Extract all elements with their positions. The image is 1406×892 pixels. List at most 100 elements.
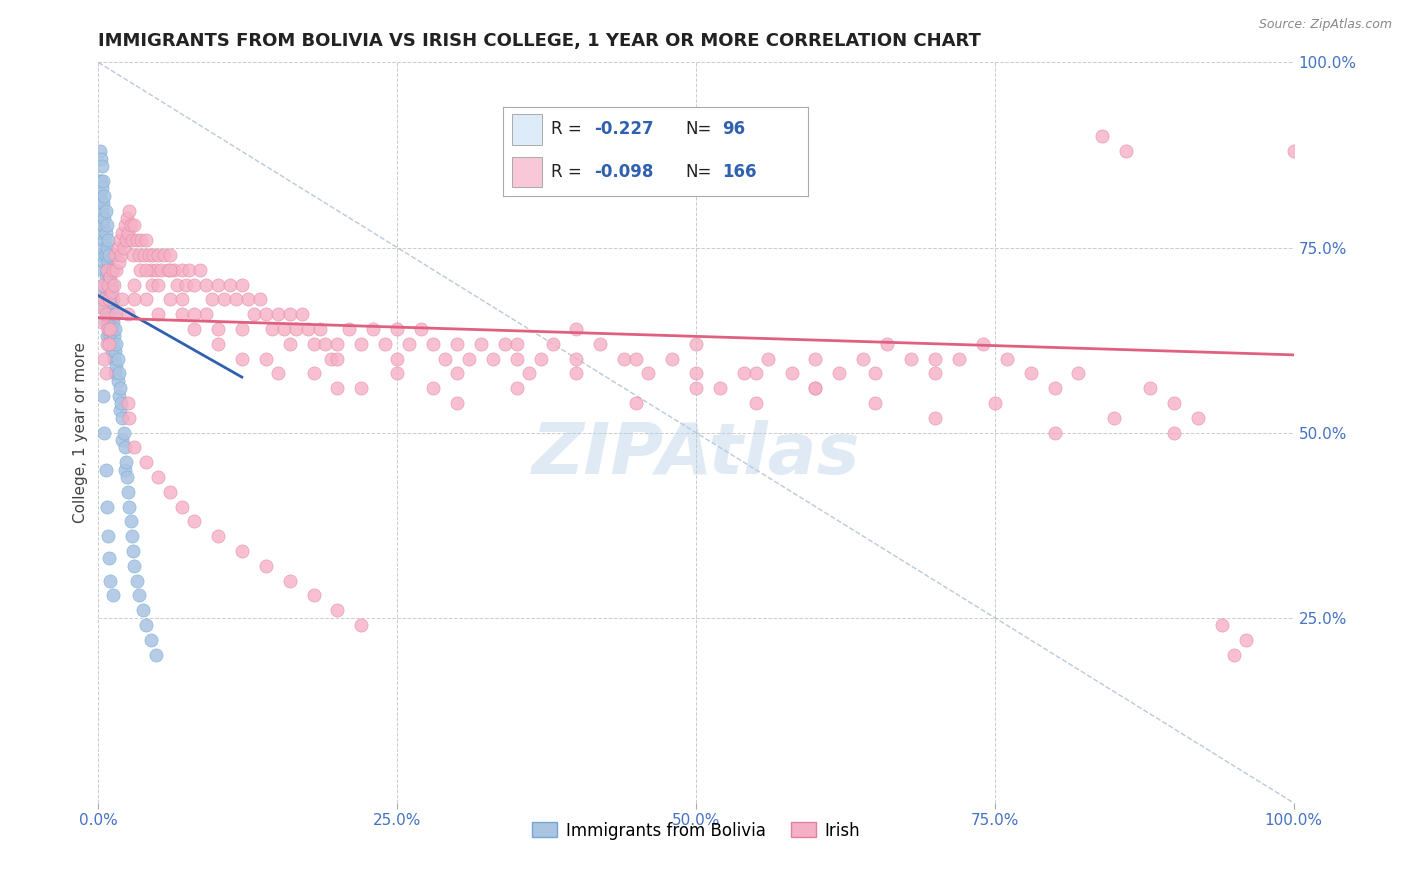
Point: [94, 226, 117, 240]
Point: [565, 367, 588, 381]
Point: [94, 203, 117, 218]
Point: [107, 374, 129, 388]
Point: [100, 277, 122, 292]
Point: [278, 574, 301, 588]
Point: [125, 233, 148, 247]
Point: [124, 441, 146, 455]
Point: [148, 248, 170, 262]
Point: [97, 277, 120, 292]
Point: [103, 351, 125, 366]
Point: [124, 558, 146, 573]
Point: [745, 367, 768, 381]
Point: [207, 322, 229, 336]
Point: [972, 336, 994, 351]
Point: [93, 293, 115, 307]
Point: [97, 529, 120, 543]
Point: [110, 396, 132, 410]
Point: [506, 336, 529, 351]
Point: [98, 314, 121, 328]
Text: Source: ZipAtlas.com: Source: ZipAtlas.com: [1258, 18, 1392, 31]
Point: [124, 293, 146, 307]
Point: [139, 632, 162, 647]
Point: [321, 351, 343, 366]
Text: -0.227: -0.227: [595, 120, 654, 138]
Text: ZIPAtlas: ZIPAtlas: [531, 420, 860, 490]
Point: [100, 300, 122, 314]
Point: [120, 515, 142, 529]
Point: [494, 336, 516, 351]
Point: [135, 262, 157, 277]
Point: [111, 433, 134, 447]
Point: [1019, 367, 1042, 381]
Point: [135, 455, 157, 469]
Point: [121, 233, 143, 247]
Point: [124, 277, 146, 292]
Point: [865, 396, 887, 410]
Point: [446, 396, 468, 410]
Point: [111, 410, 134, 425]
Point: [100, 285, 122, 299]
Point: [135, 233, 157, 247]
Point: [96, 307, 118, 321]
Point: [183, 277, 205, 292]
Point: [139, 262, 162, 277]
Point: [145, 648, 167, 662]
Point: [159, 262, 181, 277]
Point: [97, 277, 120, 292]
Point: [91, 314, 114, 328]
Point: [1091, 129, 1114, 144]
Point: [1187, 410, 1209, 425]
Point: [105, 359, 128, 373]
Point: [125, 574, 148, 588]
Point: [273, 322, 295, 336]
Point: [326, 336, 349, 351]
Point: [1163, 425, 1185, 440]
Point: [141, 277, 163, 292]
Point: [101, 336, 124, 351]
Point: [709, 381, 731, 395]
Point: [93, 255, 115, 269]
Point: [267, 367, 290, 381]
Point: [733, 367, 755, 381]
Point: [225, 293, 247, 307]
Point: [96, 500, 118, 514]
Point: [984, 396, 1007, 410]
Point: [756, 351, 779, 366]
Point: [385, 351, 409, 366]
Point: [458, 351, 481, 366]
Point: [207, 529, 229, 543]
Point: [93, 211, 115, 225]
Point: [291, 307, 314, 321]
Point: [153, 248, 176, 262]
Point: [159, 484, 181, 499]
Point: [422, 381, 444, 395]
Point: [231, 351, 253, 366]
Point: [326, 603, 349, 617]
Point: [172, 262, 194, 277]
Point: [98, 262, 122, 277]
Point: [96, 336, 118, 351]
Point: [117, 307, 139, 321]
Point: [114, 441, 136, 455]
Point: [350, 381, 373, 395]
Point: [231, 322, 253, 336]
Point: [254, 558, 277, 573]
Y-axis label: College, 1 year or more: College, 1 year or more: [73, 343, 89, 523]
Point: [94, 293, 117, 307]
Point: [1043, 425, 1066, 440]
Point: [91, 196, 114, 211]
Point: [166, 277, 188, 292]
Point: [90, 219, 112, 233]
Point: [385, 367, 409, 381]
Point: [105, 262, 128, 277]
Point: [374, 336, 396, 351]
Point: [924, 351, 946, 366]
Point: [804, 381, 827, 395]
Point: [254, 307, 277, 321]
Point: [1282, 145, 1305, 159]
Text: -0.098: -0.098: [595, 163, 654, 181]
Point: [117, 396, 139, 410]
Text: IMMIGRANTS FROM BOLIVIA VS IRISH COLLEGE, 1 YEAR OR MORE CORRELATION CHART: IMMIGRANTS FROM BOLIVIA VS IRISH COLLEGE…: [98, 32, 981, 50]
Point: [565, 322, 588, 336]
Point: [98, 270, 122, 285]
